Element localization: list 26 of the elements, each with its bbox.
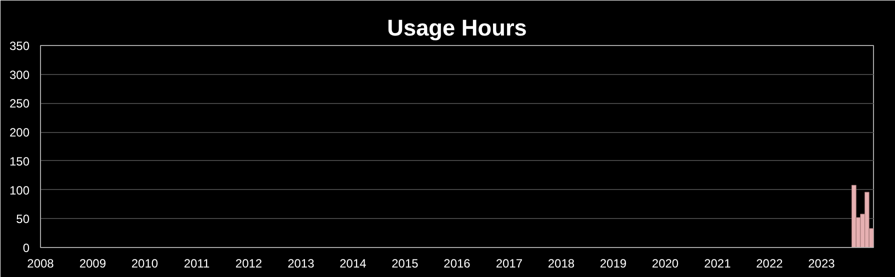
x-tick-label: 2014 [340, 256, 367, 270]
x-tick-label: 2019 [600, 256, 627, 270]
x-tick-label: 2010 [131, 256, 158, 270]
x-tick-label: 2008 [27, 256, 54, 270]
y-tick-label: 200 [9, 126, 30, 140]
chart-title: Usage Hours [387, 14, 527, 40]
y-tick-label: 250 [9, 96, 30, 111]
x-tick-label: 2015 [392, 256, 419, 270]
x-tick-label: 2017 [496, 256, 523, 270]
x-tick-label: 2020 [652, 256, 679, 270]
x-tick-label: 2009 [79, 256, 106, 270]
x-tick-label: 2021 [704, 256, 732, 270]
x-tick-label: 2012 [235, 256, 262, 270]
x-tick-label: 2016 [444, 256, 471, 270]
y-tick-label: 150 [9, 154, 30, 168]
y-tick-label: 50 [16, 212, 30, 226]
x-tick-label: 2011 [184, 256, 210, 270]
y-tick-label: 0 [22, 241, 30, 255]
x-tick-label: 2018 [548, 256, 575, 270]
bar [851, 184, 856, 248]
x-tick-label: 2023 [808, 256, 836, 270]
y-tick-label: 100 [9, 183, 30, 198]
y-tick-label: 300 [9, 68, 30, 82]
x-tick-label: 2013 [288, 256, 315, 270]
x-tick-label: 2022 [756, 256, 784, 270]
y-tick-label: 350 [9, 39, 30, 53]
